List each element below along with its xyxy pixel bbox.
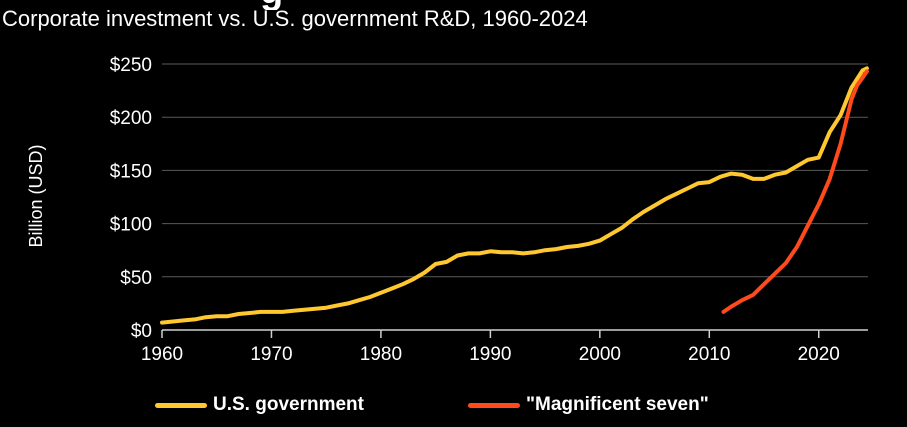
y-tick-label: $50 <box>120 268 152 289</box>
grid-lines <box>162 63 868 331</box>
legend-swatch-magnificent-seven <box>468 402 520 408</box>
chart-subtitle: Corporate investment vs. U.S. government… <box>2 6 588 31</box>
legend-item-magnificent-seven: "Magnificent seven" <box>468 392 709 418</box>
legend-label-magnificent-seven: "Magnificent seven" <box>526 394 709 415</box>
title-clip: g <box>0 0 907 10</box>
y-tick-label: $250 <box>110 55 152 76</box>
x-tick-label: 1970 <box>250 344 292 365</box>
y-tick-label: $150 <box>110 161 152 182</box>
y-tick-label: $100 <box>110 215 152 236</box>
y-axis-ticks: $0 $50 $100 $150 $200 $250 <box>110 55 152 342</box>
y-tick-label: $0 <box>131 321 152 342</box>
x-tick-label: 2010 <box>688 344 730 365</box>
x-tick-label: 2000 <box>579 344 621 365</box>
x-tick-label: 2020 <box>798 344 840 365</box>
series-line-us-government <box>160 66 869 325</box>
y-axis-label: Billion (USD) <box>26 144 46 247</box>
x-tick-label: 1960 <box>141 344 183 365</box>
legend-swatch-us-government <box>155 402 207 408</box>
series-line-magnificent-seven <box>721 69 869 314</box>
x-axis-ticks: 1960 1970 1980 1990 2000 2010 2020 <box>141 330 840 365</box>
x-tick-label: 1980 <box>360 344 402 365</box>
x-tick-label: 1990 <box>469 344 511 365</box>
legend-label-us-government: U.S. government <box>213 394 364 415</box>
page-title-partial: g <box>260 0 283 10</box>
series-lines <box>160 66 869 325</box>
y-tick-label: $200 <box>110 108 152 129</box>
line-chart: $0 $50 $100 $150 $200 $250 1960 1970 1980 1990 20… <box>26 55 869 365</box>
legend-item-us-government: U.S. government <box>155 392 364 418</box>
